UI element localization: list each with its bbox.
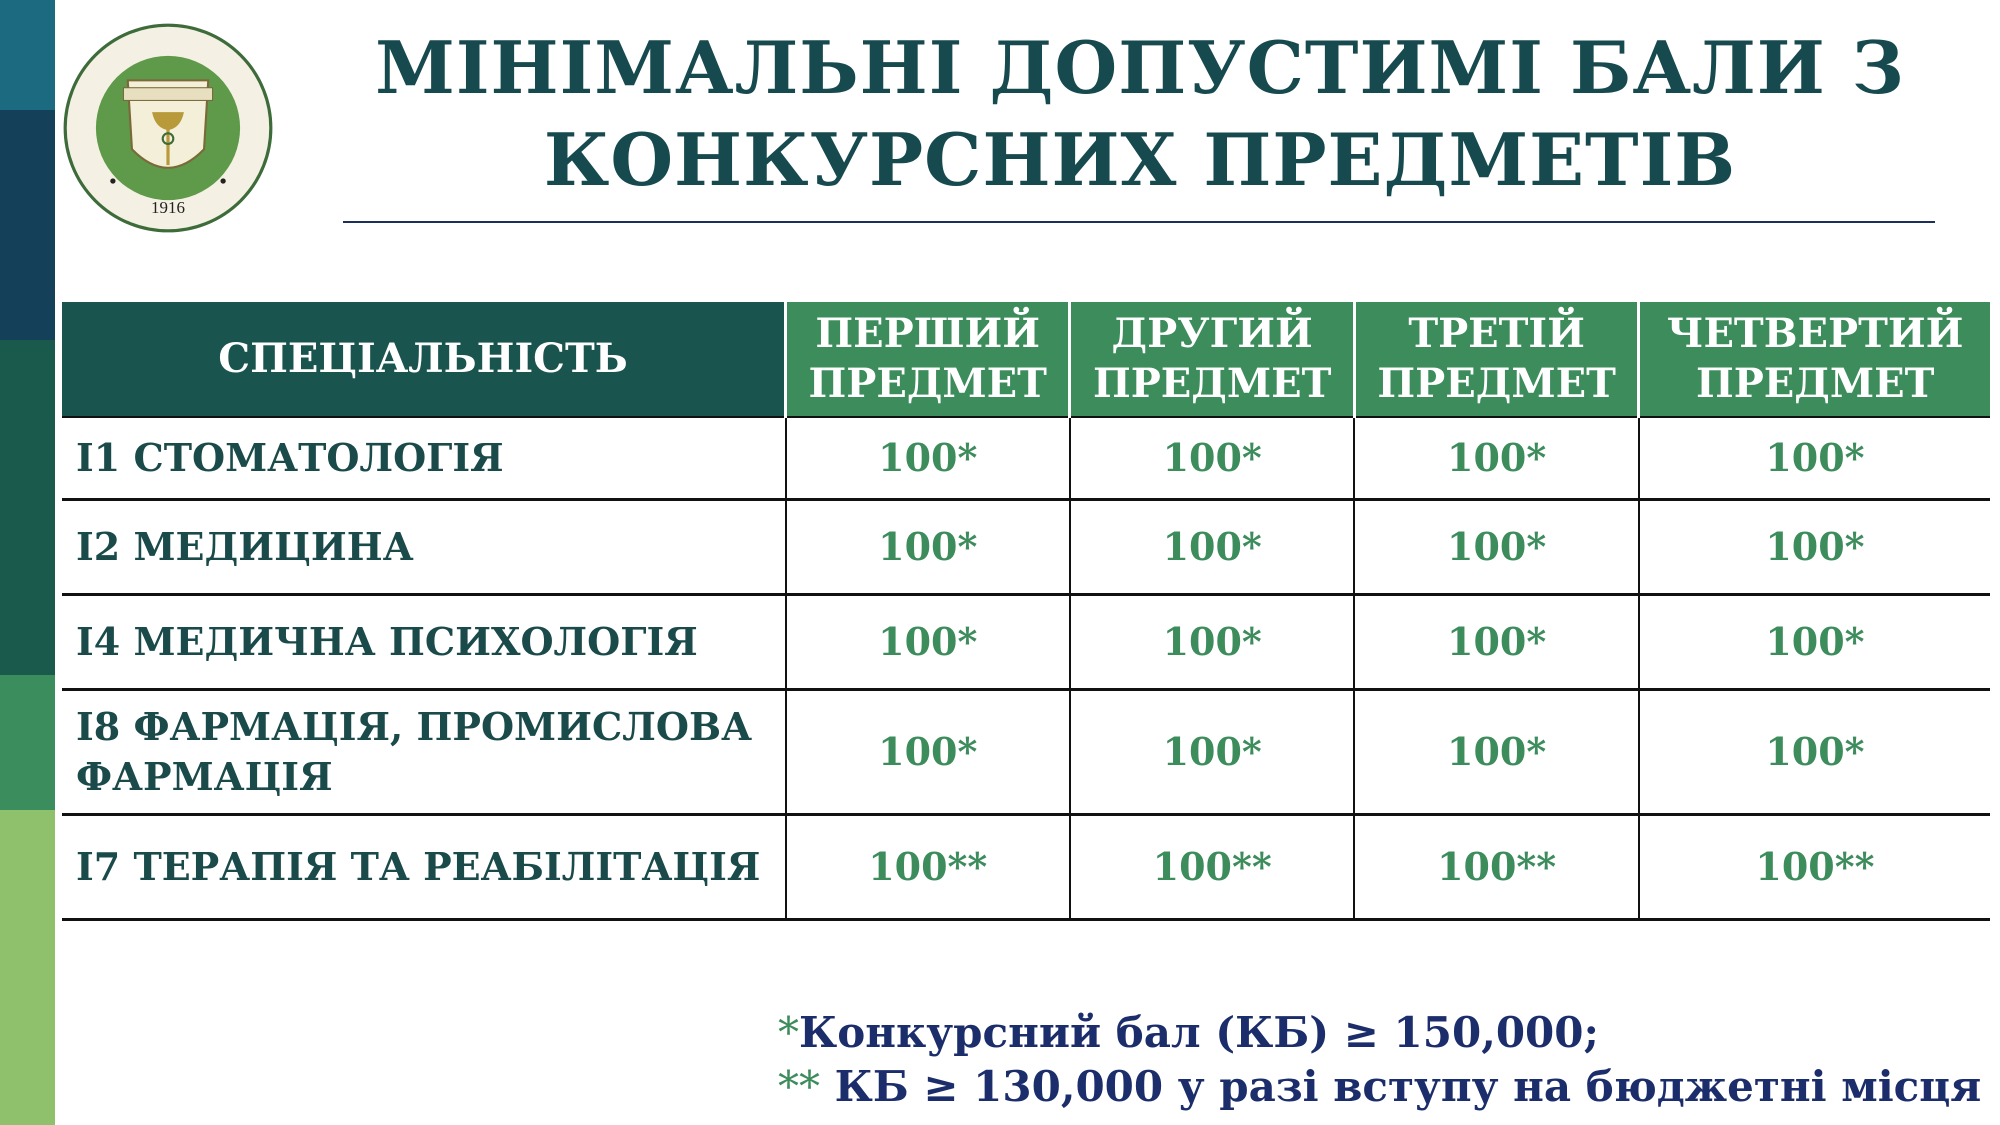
score-cell: 100*	[784, 593, 1071, 690]
score-cell: 100**	[1068, 813, 1356, 920]
score-cell: 100**	[784, 813, 1071, 920]
score-cell: 100*	[1353, 688, 1640, 815]
scores-table: СПЕЦІАЛЬНІСТЬ ПЕРШИЙ ПРЕДМЕТ ДРУГИЙ ПРЕДМЕ…	[62, 302, 1990, 921]
table-row: I1 СТОМАТОЛОГІЯ 100* 100* 100* 100*	[62, 416, 1990, 500]
title-line: КОНКУРСНИХ ПРЕДМЕТІВ	[543, 117, 1737, 202]
side-bar-segment	[0, 810, 55, 1125]
header-subject-3: ТРЕТІЙ ПРЕДМЕТ	[1354, 302, 1641, 417]
side-bar-segment	[0, 675, 55, 810]
page-title: МІНІМАЛЬНІ ДОПУСТИМІ БАЛИ З КОНКУРСНИХ П…	[340, 22, 1940, 206]
score-cell: 100**	[1353, 813, 1640, 920]
score-cell: 100*	[1353, 593, 1640, 690]
specialty-cell: I7 ТЕРАПІЯ ТА РЕАБІЛІТАЦІЯ	[62, 813, 787, 920]
score-cell: 100*	[784, 416, 1071, 500]
specialty-cell: I4 МЕДИЧНА ПСИХОЛОГІЯ	[62, 593, 787, 690]
score-cell: 100**	[1637, 813, 1990, 920]
footnote-2: ** КБ ≥ 130,000 у разі вступу на бюджетн…	[778, 1062, 1982, 1111]
score-cell: 100*	[1637, 593, 1990, 690]
logo-year: 1916	[151, 198, 185, 217]
specialty-cell: I8 ФАРМАЦІЯ, ПРОМИСЛОВА ФАРМАЦІЯ	[62, 688, 787, 815]
side-bar-segment	[0, 0, 55, 110]
score-cell: 100*	[1637, 416, 1990, 500]
side-bar-segment	[0, 340, 55, 675]
score-cell: 100*	[1353, 498, 1640, 595]
score-cell: 100*	[1068, 498, 1356, 595]
specialty-cell: I2 МЕДИЦИНА	[62, 498, 787, 595]
score-cell: 100*	[784, 688, 1071, 815]
header-subject-2: ДРУГИЙ ПРЕДМЕТ	[1069, 302, 1356, 417]
footnote-1: *Конкурсний бал (КБ) ≥ 150,000;	[778, 1008, 1599, 1057]
table-row: I2 МЕДИЦИНА 100* 100* 100* 100*	[62, 498, 1990, 595]
header-subject-1: ПЕРШИЙ ПРЕДМЕТ	[785, 302, 1072, 417]
side-bar-segment	[0, 110, 55, 340]
score-cell: 100*	[1637, 688, 1990, 815]
specialty-cell: I1 СТОМАТОЛОГІЯ	[62, 416, 787, 500]
title-underline	[343, 221, 1935, 223]
score-cell: 100*	[784, 498, 1071, 595]
table-row: I7 ТЕРАПІЯ ТА РЕАБІЛІТАЦІЯ 100** 100** 1…	[62, 813, 1990, 920]
title-line: МІНІМАЛЬНІ ДОПУСТИМІ БАЛИ З	[375, 25, 1905, 110]
score-cell: 100*	[1068, 688, 1356, 815]
score-cell: 100*	[1353, 416, 1640, 500]
header-subject-4: ЧЕТВЕРТИЙ ПРЕДМЕТ	[1638, 302, 1990, 417]
header-specialty: СПЕЦІАЛЬНІСТЬ	[62, 302, 787, 417]
university-logo: 1916	[63, 23, 273, 233]
score-cell: 100*	[1068, 593, 1356, 690]
table-row: I8 ФАРМАЦІЯ, ПРОМИСЛОВА ФАРМАЦІЯ 100* 10…	[62, 688, 1990, 815]
table-row: I4 МЕДИЧНА ПСИХОЛОГІЯ 100* 100* 100* 100…	[62, 593, 1990, 690]
score-cell: 100*	[1637, 498, 1990, 595]
score-cell: 100*	[1068, 416, 1356, 500]
